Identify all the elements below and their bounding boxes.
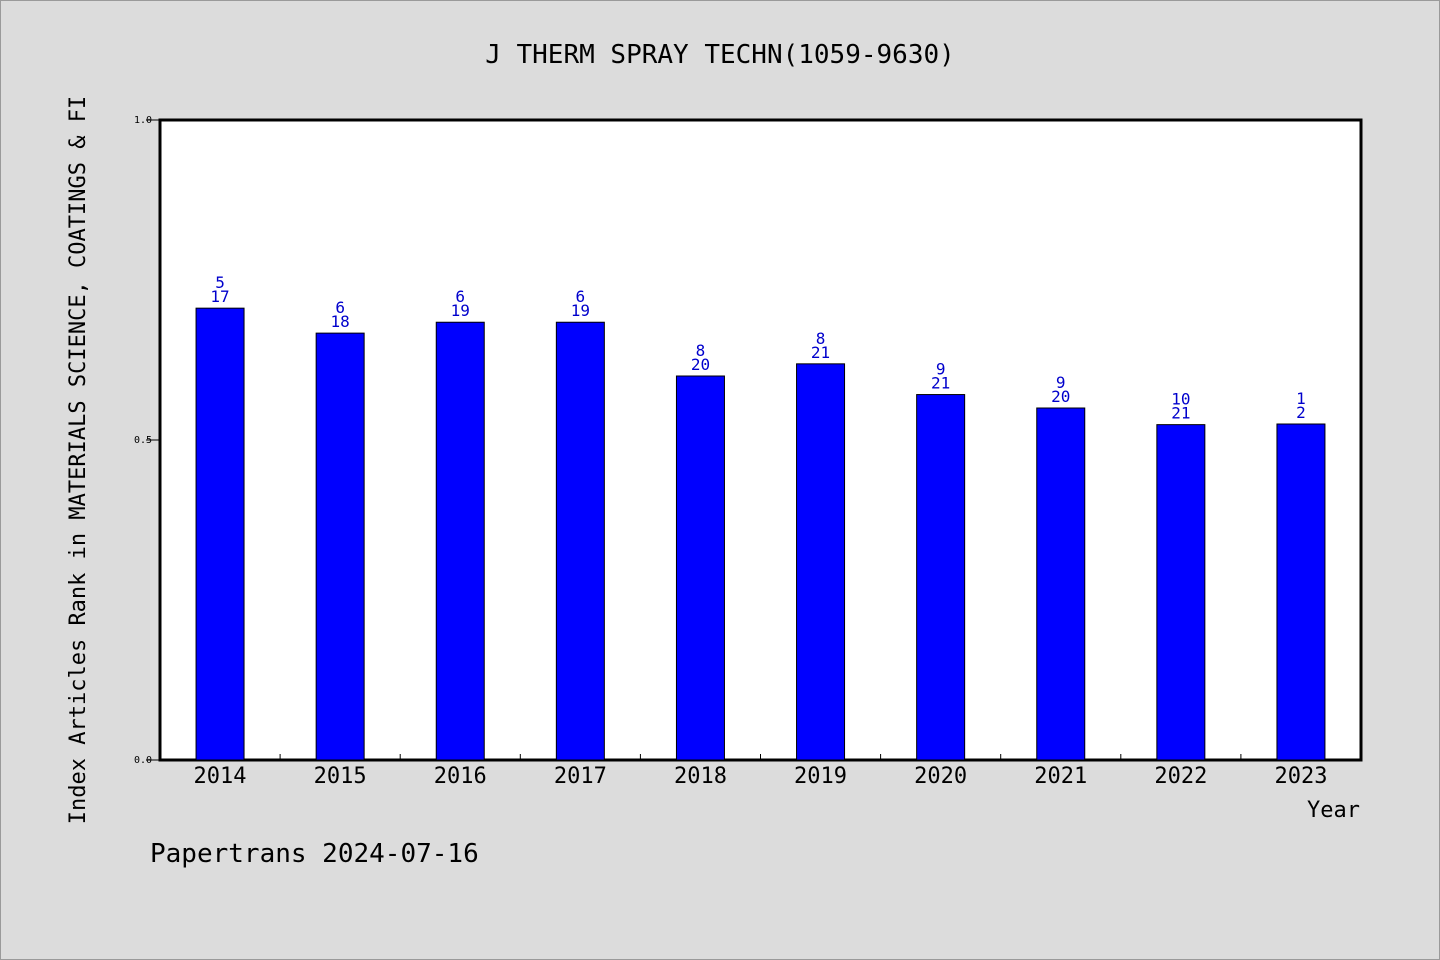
bar-rank-label: 5 — [215, 273, 225, 292]
bar-2015 — [315, 332, 365, 761]
bar-2021 — [1036, 407, 1086, 761]
bar-total-label: 19 — [451, 301, 470, 320]
bar-total-label: 2 — [1296, 403, 1306, 422]
bar-total-label: 17 — [210, 287, 229, 306]
bar-2014 — [195, 307, 245, 761]
x-tick-label: 2015 — [314, 764, 367, 789]
x-tick-label: 2017 — [554, 764, 607, 789]
x-axis-label: Year — [1307, 798, 1360, 823]
bar-total-label: 21 — [931, 374, 950, 393]
x-axis-ticks: 2014 2015 2016 2017 2018 2019 2020 2021 2022 2023 — [194, 754, 1327, 789]
bar-2022 — [1156, 424, 1206, 761]
bar-total-label: 20 — [1051, 387, 1070, 406]
bar-rank-label: 6 — [455, 287, 465, 306]
footer-credit: Papertrans 2024-07-16 — [150, 839, 479, 869]
bar-rank-label: 8 — [696, 341, 706, 360]
x-tick-label: 2020 — [914, 764, 967, 789]
x-tick-label: 2021 — [1034, 764, 1087, 789]
bar-rank-label: 9 — [1056, 373, 1066, 392]
y-axis-label: Index Articles Rank in MATERIALS SCIENCE… — [66, 96, 91, 824]
bar-total-label: 19 — [571, 301, 590, 320]
bar-2020 — [916, 394, 966, 761]
bar-rank-label: 6 — [335, 298, 345, 317]
x-tick-label: 2014 — [194, 764, 247, 789]
x-tick-label: 2019 — [794, 764, 847, 789]
bar-2023 — [1276, 423, 1326, 761]
bar-2016 — [435, 321, 485, 761]
bar-total-label: 20 — [691, 355, 710, 374]
bar-2018 — [675, 375, 725, 761]
x-tick-label: 2018 — [674, 764, 727, 789]
chart-title: J THERM SPRAY TECHN(1059-9630) — [485, 40, 955, 70]
y-tick-label: 1.0 — [134, 115, 152, 126]
bar-total-label: 21 — [1171, 404, 1190, 423]
bar-rank-label: 10 — [1171, 390, 1190, 409]
x-tick-label: 2016 — [434, 764, 487, 789]
y-tick-label: 0.5 — [134, 435, 152, 446]
y-tick-label: 0.0 — [134, 755, 152, 766]
bar-total-label: 21 — [811, 343, 830, 362]
bar-rank-label: 1 — [1296, 389, 1306, 408]
bar-2017 — [555, 321, 605, 761]
x-tick-label: 2023 — [1274, 764, 1327, 789]
x-tick-label: 2022 — [1154, 764, 1207, 789]
bar-rank-label: 9 — [936, 360, 946, 379]
bar-2019 — [796, 363, 846, 761]
bar-rank-label: 6 — [576, 287, 586, 306]
y-axis-ticks: 0.0 0.5 1.0 — [134, 115, 160, 766]
bar-rank-label: 8 — [816, 329, 826, 348]
bar-total-label: 18 — [331, 312, 350, 331]
